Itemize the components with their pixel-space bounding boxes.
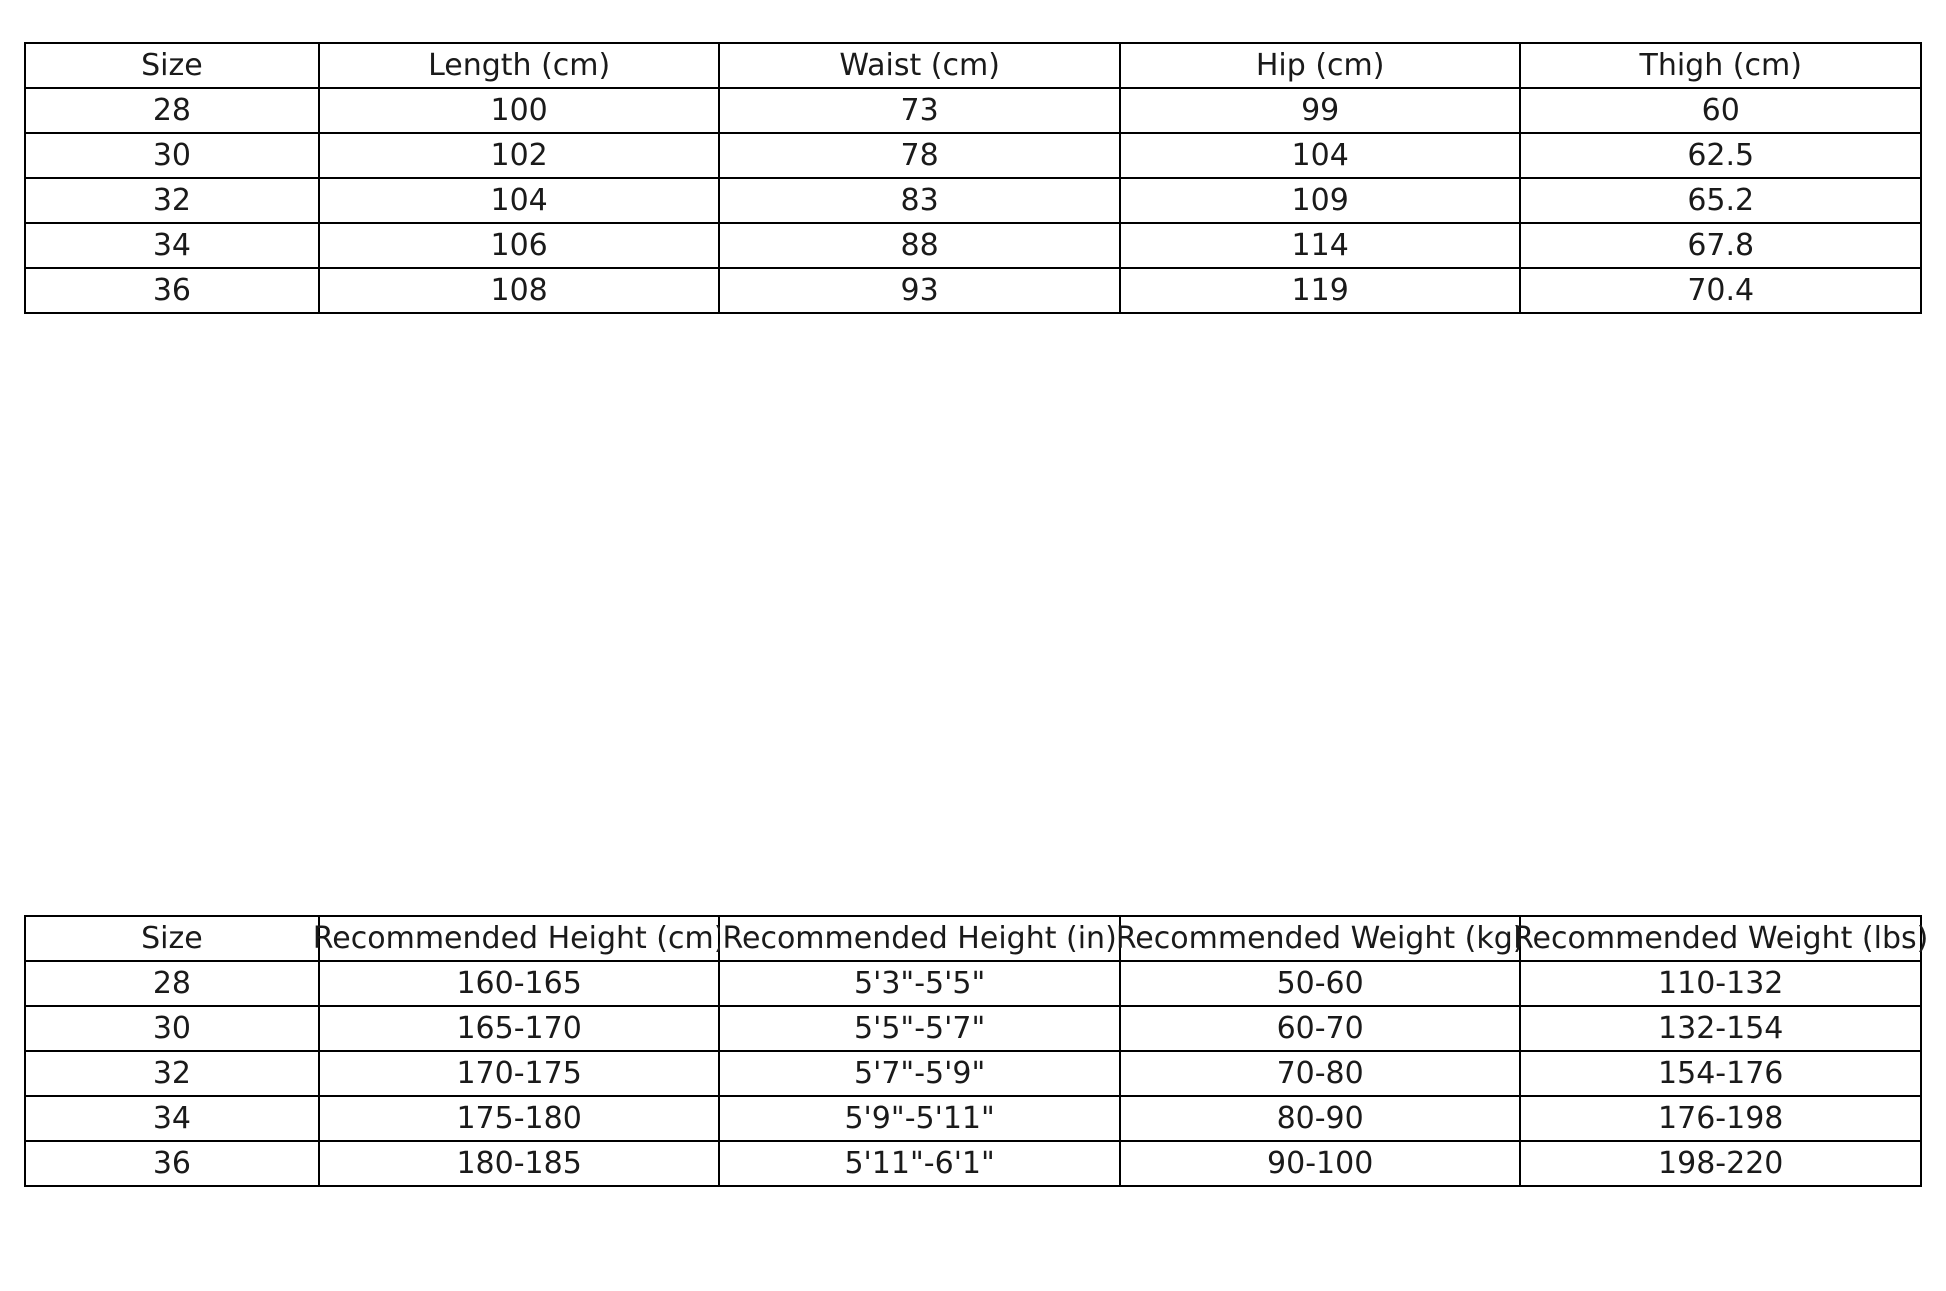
header-label-weight-kg: Recommended Weight (kg) [1115,921,1525,956]
cell-height-cm: 175-180 [317,1095,721,1142]
cell-size: 32 [24,1050,320,1097]
column-header-hip: Hip (cm) [1118,42,1522,89]
cell-size: 30 [24,132,320,179]
cell-weight-kg: 80-90 [1118,1095,1522,1142]
table-row: 28 160-165 5'3"-5'5" 50-60 110-132 [24,960,1922,1007]
cell-size: 28 [24,960,320,1007]
header-label-size: Size [141,921,203,956]
table-row: 30 102 78 104 62.5 [24,132,1922,179]
cell-thigh: 67.8 [1519,222,1922,269]
cell-thigh: 62.5 [1519,132,1922,179]
measurements-header: Size Length (cm) Waist (cm) Hip (cm) Thi… [24,42,1922,89]
column-header-thigh: Thigh (cm) [1519,42,1922,89]
cell-weight-lbs: 198-220 [1519,1140,1922,1187]
cell-weight-lbs: 132-154 [1519,1005,1922,1052]
cell-height-in: 5'7"-5'9" [718,1050,1121,1097]
recommendations-grid: Size Recommended Height (cm) Recommended… [24,915,1928,1187]
cell-height-cm: 160-165 [317,960,721,1007]
cell-size: 36 [24,267,320,314]
table-row: 36 108 93 119 70.4 [24,267,1922,314]
cell-length: 104 [317,177,721,224]
column-header-weight-lbs: Recommended Weight (lbs) [1513,915,1928,962]
column-header-height-cm: Recommended Height (cm) [313,915,725,962]
cell-weight-kg: 60-70 [1118,1005,1522,1052]
column-header-size: Size [24,915,320,962]
measurements-grid: Size Length (cm) Waist (cm) Hip (cm) Thi… [24,42,1922,314]
cell-thigh: 70.4 [1519,267,1922,314]
cell-height-cm: 165-170 [317,1005,721,1052]
cell-size: 32 [24,177,320,224]
cell-weight-kg: 90-100 [1118,1140,1522,1187]
cell-size: 34 [24,222,320,269]
table-row: 36 180-185 5'11"-6'1" 90-100 198-220 [24,1140,1922,1187]
cell-length: 108 [317,267,721,314]
cell-height-cm: 180-185 [317,1140,721,1187]
table-row: 34 175-180 5'9"-5'11" 80-90 176-198 [24,1095,1922,1142]
cell-length: 100 [317,87,721,134]
cell-thigh: 65.2 [1519,177,1922,224]
table-row: 30 165-170 5'5"-5'7" 60-70 132-154 [24,1005,1922,1052]
cell-hip: 114 [1118,222,1522,269]
recommendations-header: Size Recommended Height (cm) Recommended… [24,915,1928,962]
table-header-row: Size Length (cm) Waist (cm) Hip (cm) Thi… [24,42,1922,89]
cell-thigh: 60 [1519,87,1922,134]
table-row: 32 104 83 109 65.2 [24,177,1922,224]
cell-height-in: 5'9"-5'11" [718,1095,1121,1142]
cell-weight-lbs: 176-198 [1519,1095,1922,1142]
cell-height-in: 5'11"-6'1" [718,1140,1121,1187]
cell-height-cm: 170-175 [317,1050,721,1097]
cell-weight-kg: 70-80 [1118,1050,1522,1097]
cell-hip: 109 [1118,177,1522,224]
garment-measurements-table: Size Length (cm) Waist (cm) Hip (cm) Thi… [24,42,1922,314]
column-header-weight-kg: Recommended Weight (kg) [1116,915,1525,962]
recommendations-body: 28 160-165 5'3"-5'5" 50-60 110-132 30 16… [24,960,1922,1187]
table-row: 28 100 73 99 60 [24,87,1922,134]
column-header-height-in: Recommended Height (in) [718,915,1121,962]
table-header-row: Size Recommended Height (cm) Recommended… [24,915,1928,962]
cell-waist: 83 [718,177,1121,224]
column-header-waist: Waist (cm) [718,42,1121,89]
cell-size: 30 [24,1005,320,1052]
column-header-size: Size [24,42,320,89]
cell-hip: 99 [1118,87,1522,134]
cell-size: 34 [24,1095,320,1142]
cell-waist: 78 [718,132,1121,179]
cell-weight-lbs: 110-132 [1519,960,1922,1007]
cell-waist: 93 [718,267,1121,314]
header-label-height-cm: Recommended Height (cm) [312,921,726,956]
measurements-body: 28 100 73 99 60 30 102 78 104 62.5 32 10… [24,87,1922,314]
cell-weight-lbs: 154-176 [1519,1050,1922,1097]
table-row: 34 106 88 114 67.8 [24,222,1922,269]
fit-recommendations-table: Size Recommended Height (cm) Recommended… [24,915,1928,1187]
cell-height-in: 5'3"-5'5" [718,960,1121,1007]
cell-height-in: 5'5"-5'7" [718,1005,1121,1052]
cell-hip: 104 [1118,132,1522,179]
cell-size: 36 [24,1140,320,1187]
cell-length: 102 [317,132,721,179]
cell-waist: 73 [718,87,1121,134]
cell-length: 106 [317,222,721,269]
cell-weight-kg: 50-60 [1118,960,1522,1007]
header-label-height-in: Recommended Height (in) [722,921,1117,956]
cell-size: 28 [24,87,320,134]
column-header-length: Length (cm) [317,42,721,89]
header-label-weight-lbs: Recommended Weight (lbs) [1513,921,1929,956]
cell-waist: 88 [718,222,1121,269]
table-row: 32 170-175 5'7"-5'9" 70-80 154-176 [24,1050,1922,1097]
cell-hip: 119 [1118,267,1522,314]
